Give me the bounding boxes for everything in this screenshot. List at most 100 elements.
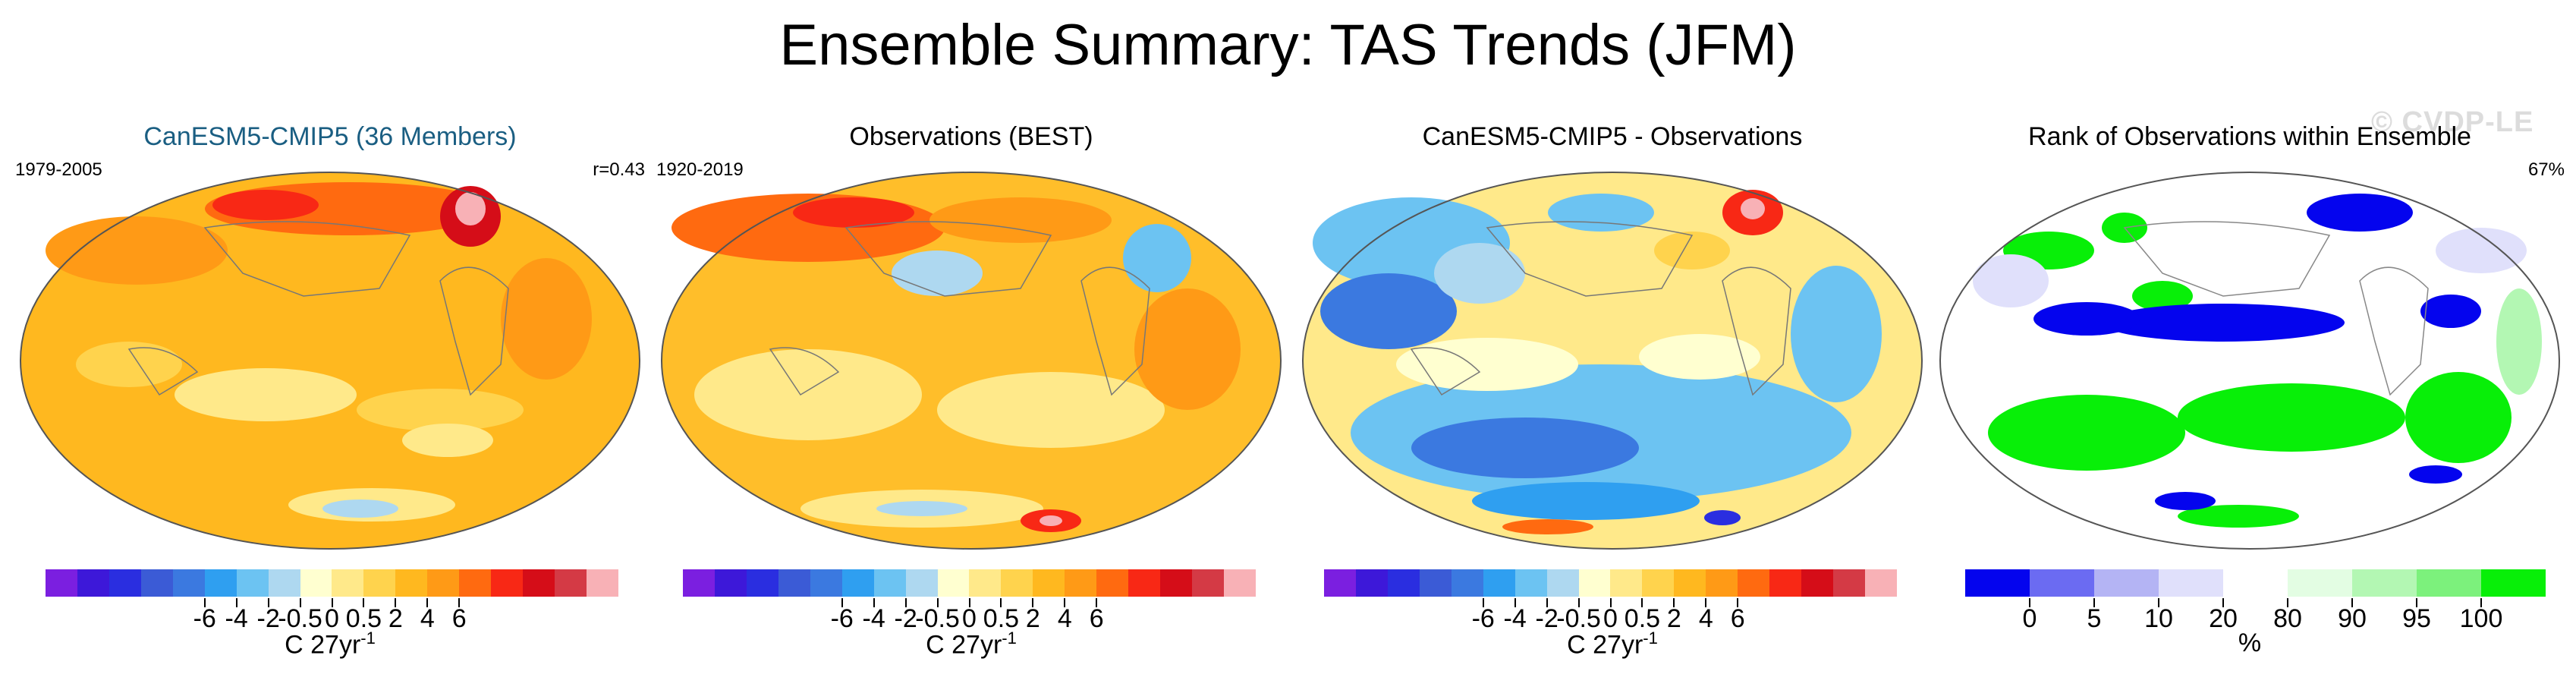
colorbar-tick <box>1482 598 1484 607</box>
colorbar-segment <box>363 569 396 597</box>
colorbar-segment <box>1738 569 1770 597</box>
trend-map <box>20 172 640 550</box>
trend-map <box>661 172 1282 550</box>
colorbar-tick <box>1514 598 1516 607</box>
colorbar-segment <box>1451 569 1483 597</box>
colorbar-tick <box>1032 598 1034 607</box>
colorbar-segment <box>46 569 77 597</box>
colorbar-tick-label: 0 <box>2022 604 2037 633</box>
colorbar-ticks: -6 -4 -2 -0.5 0 0.5 2 4 6 <box>683 598 1256 633</box>
colorbar-tick <box>299 598 301 607</box>
colorbar-ticks: -6 -4 -2 -0.5 0 0.5 2 4 6 <box>46 598 618 633</box>
colorbar-tick-label: 4 <box>1698 604 1713 633</box>
colorbar-segment <box>2094 569 2159 597</box>
colorbar-segment <box>1546 569 1579 597</box>
colorbar-segment <box>1769 569 1802 597</box>
colorbar-tick <box>1641 598 1643 607</box>
colorbar-tick <box>363 598 365 607</box>
colorbar-segment <box>300 569 332 597</box>
panel-title: CanESM5-CMIP5 - Observations <box>1422 122 1803 151</box>
colorbar-segment <box>586 569 618 597</box>
colorbar-unit: C 27yr-1 <box>926 629 1017 660</box>
colorbar-segment <box>395 569 428 597</box>
colorbar-tick <box>2416 598 2417 607</box>
difference-map <box>1302 172 1923 550</box>
rank-colorbar <box>1965 569 2546 597</box>
colorbar-tick <box>2093 598 2095 607</box>
colorbar-segment <box>1514 569 1547 597</box>
colorbar-tick-label: 4 <box>1057 604 1072 633</box>
colorbar-segment <box>905 569 938 597</box>
colorbar-ticks: -6 -4 -2 -0.5 0 0.5 2 4 6 <box>1324 598 1897 633</box>
colorbar-tick <box>426 598 429 607</box>
figure-title: Ensemble Summary: TAS Trends (JFM) <box>779 13 1797 77</box>
colorbar-segment <box>1864 569 1897 597</box>
period-label: 1920-2019 <box>656 159 744 180</box>
colorbar-segment <box>746 569 778 597</box>
colorbar-tick <box>2351 598 2353 607</box>
colorbar-tick-label: 0 <box>1603 604 1618 633</box>
colorbar-tick-label: 6 <box>451 604 467 633</box>
colorbar-tick-label: 0 <box>325 604 339 633</box>
colorbar-tick <box>1673 598 1675 607</box>
colorbar-tick-label: -2 <box>256 604 280 633</box>
colorbar-segment <box>1160 569 1192 597</box>
panel-title: Rank of Observations within Ensemble <box>2028 122 2471 151</box>
colorbar-segment <box>2223 569 2288 597</box>
colorbar-tick <box>2287 598 2288 607</box>
colorbar-segment <box>555 569 587 597</box>
colorbar-tick-label: 6 <box>1089 604 1104 633</box>
colorbar <box>683 569 1256 597</box>
panel-rank: Rank of Observations within Ensemble 67%… <box>1935 106 2565 683</box>
colorbar-segment <box>1610 569 1643 597</box>
colorbar-segment <box>1355 569 1388 597</box>
colorbar-segment <box>204 569 237 597</box>
colorbar-tick-label: 6 <box>1730 604 1745 633</box>
colorbar-tick <box>2222 598 2224 607</box>
colorbar-segment <box>1324 569 1356 597</box>
colorbar-segment <box>873 569 906 597</box>
colorbar-tick-label: 4 <box>420 604 435 633</box>
colorbar-tick <box>1064 598 1066 607</box>
colorbar-segment <box>1223 569 1256 597</box>
colorbar-tick-label: -2 <box>1535 604 1558 633</box>
colorbar-segment <box>332 569 364 597</box>
colorbar <box>1324 569 1897 597</box>
colorbar-tick <box>267 598 269 607</box>
panel-difference: CanESM5-CMIP5 - Observations -6 -4 -2 -0.5 0… <box>1297 106 1927 683</box>
rank-colorbar-unit: % <box>2238 629 2262 657</box>
correlation-label: r=0.43 <box>593 159 645 180</box>
colorbar-tick-label: 0.5 <box>983 604 1020 633</box>
panel-title: Observations (BEST) <box>849 122 1093 151</box>
colorbar-segment <box>236 569 269 597</box>
colorbar-segment <box>1192 569 1224 597</box>
colorbar-tick <box>395 598 397 607</box>
colorbar-segment <box>2417 569 2481 597</box>
colorbar-segment <box>1001 569 1033 597</box>
colorbar-tick <box>841 598 843 607</box>
colorbar-segment <box>1801 569 1833 597</box>
colorbar-tick-label: 90 <box>2338 604 2367 633</box>
watermark: © CVDP-LE <box>2371 106 2534 138</box>
colorbar-tick-label: 2 <box>1025 604 1040 633</box>
colorbar-segment <box>1128 569 1161 597</box>
colorbar-tick <box>1737 598 1739 607</box>
colorbar-segment <box>459 569 492 597</box>
colorbar-tick-label: 10 <box>2144 604 2173 633</box>
colorbar-tick-label: 5 <box>2087 604 2102 633</box>
colorbar-segment <box>2030 569 2094 597</box>
colorbar-tick <box>2029 598 2030 607</box>
colorbar <box>46 569 618 597</box>
colorbar-segment <box>683 569 715 597</box>
colorbar-tick <box>936 598 939 607</box>
colorbar-segment <box>1833 569 1865 597</box>
colorbar-segment <box>1419 569 1452 597</box>
colorbar-tick-label: -6 <box>830 604 854 633</box>
colorbar-segment <box>1642 569 1675 597</box>
colorbar-tick-label: -4 <box>1503 604 1527 633</box>
colorbar-tick <box>1609 598 1612 607</box>
colorbar-tick <box>458 598 461 607</box>
colorbar-unit: C 27yr-1 <box>1567 629 1658 660</box>
rank-colorbar-ticks: 0 5 10 20 80 90 95 100 <box>1965 598 2546 633</box>
colorbar-tick-label: -0.5 <box>1556 604 1601 633</box>
